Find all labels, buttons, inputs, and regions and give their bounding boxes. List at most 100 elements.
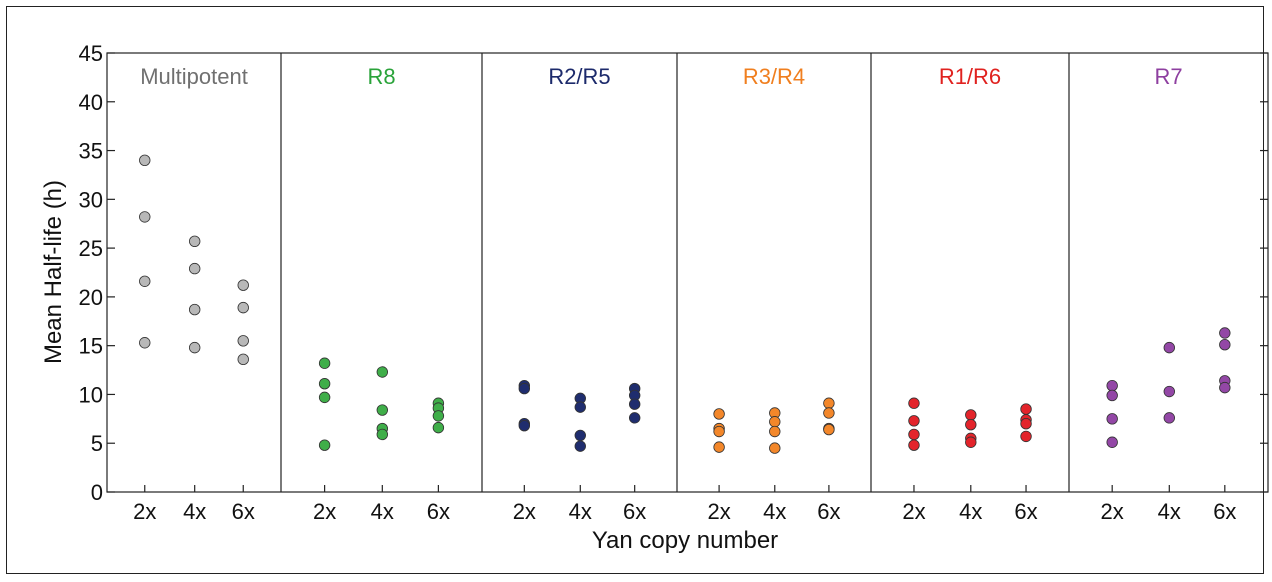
data-point (1219, 338, 1231, 351)
x-tick-label: 6x (1213, 499, 1236, 524)
x-tick-label: 6x (232, 499, 255, 524)
data-point (188, 303, 201, 316)
data-point (318, 439, 331, 451)
data-point (965, 409, 977, 421)
data-point (139, 211, 151, 223)
x-tick-label: 4x (569, 499, 592, 524)
x-tick-label: 2x (1101, 499, 1124, 524)
panel-multipotent: Multipotent (139, 64, 249, 366)
plot-border (106, 52, 1269, 493)
x-tick-label: 4x (1158, 499, 1181, 524)
data-point (139, 154, 151, 167)
y-tick-label: 25 (79, 236, 103, 261)
data-point (574, 429, 586, 442)
data-point (318, 378, 331, 390)
data-point (376, 366, 389, 378)
data-point (1163, 385, 1175, 398)
data-point (628, 412, 641, 424)
data-point (1163, 341, 1175, 354)
y-tick-label: 40 (79, 90, 103, 115)
x-tick-label: 2x (513, 499, 536, 524)
data-point (908, 397, 920, 409)
data-point (518, 382, 531, 395)
x-tick-label: 2x (313, 499, 336, 524)
x-tick-label: 4x (959, 499, 982, 524)
panel-r1-r6: R1/R6 (908, 64, 1032, 451)
x-tick-label: 6x (623, 499, 646, 524)
data-point (769, 442, 781, 454)
x-axis-title: Yan copy number (592, 527, 778, 554)
y-axis: 0 5 10 15 20 25 30 35 40 45 (79, 41, 1268, 505)
y-tick-label: 45 (79, 41, 103, 66)
x-tick-label: 2x (902, 499, 925, 524)
panel-r8: R8 (318, 64, 445, 451)
data-point (1219, 327, 1231, 339)
data-point (908, 428, 920, 441)
data-point (237, 279, 249, 291)
data-point (237, 353, 249, 366)
data-point (965, 436, 977, 448)
data-point (823, 397, 835, 409)
data-point (574, 401, 586, 413)
y-tick-label: 5 (91, 431, 103, 456)
panel-r2-r5: R2/R5 (518, 64, 641, 452)
data-point (965, 418, 977, 431)
x-tick-label: 4x (371, 499, 394, 524)
panels: Multipotent R8 R2/R5 R3/R4 R1/R6 R7 (139, 53, 1231, 492)
y-tick-label: 20 (79, 285, 103, 310)
data-point (318, 357, 331, 369)
data-point (713, 425, 725, 438)
data-point (432, 421, 445, 434)
data-point (823, 407, 835, 419)
data-point (432, 410, 445, 422)
panel-title: R8 (367, 64, 395, 89)
data-point (908, 439, 920, 451)
data-point (376, 428, 389, 441)
y-tick-label: 0 (91, 480, 103, 505)
data-point (823, 423, 835, 436)
data-point (188, 235, 201, 247)
data-point (1219, 381, 1231, 394)
panel-title: R7 (1154, 64, 1182, 89)
data-point (318, 391, 331, 404)
data-point (1020, 430, 1032, 443)
data-point (139, 275, 151, 287)
data-point (376, 404, 389, 416)
data-point (713, 408, 725, 420)
plot-area (106, 52, 1269, 493)
data-point (188, 341, 201, 354)
panel-r3-r4: R3/R4 (713, 64, 835, 454)
x-tick-label: 6x (427, 499, 450, 524)
data-point (713, 441, 725, 453)
data-point (769, 425, 781, 438)
data-point (237, 335, 249, 347)
figure-frame (6, 6, 1264, 574)
data-point (1106, 379, 1118, 392)
panel-r7: R7 (1106, 64, 1231, 448)
panel-title: Multipotent (140, 64, 248, 89)
x-tick-label: 2x (707, 499, 730, 524)
x-tick-label: 2x (133, 499, 156, 524)
x-axis: 2x 4x 6x 2x 4x 6x 2x 4x 6x 2x 4x 6x 2x 4x 6x 2x 4x 6x (133, 485, 1236, 524)
data-point (574, 440, 586, 452)
data-point (1106, 436, 1118, 448)
panel-title: R2/R5 (548, 64, 610, 89)
data-point (188, 262, 201, 275)
data-point (1106, 413, 1118, 425)
x-tick-label: 4x (183, 499, 206, 524)
y-tick-label: 15 (79, 334, 103, 359)
data-point (628, 398, 641, 410)
data-point (139, 337, 151, 349)
data-point (1163, 412, 1175, 424)
y-axis-title: Mean Half-life (h) (40, 180, 67, 364)
data-point (1106, 389, 1118, 402)
x-tick-label: 6x (817, 499, 840, 524)
y-tick-label: 10 (79, 382, 103, 407)
data-point (518, 419, 531, 432)
panel-title: R3/R4 (743, 64, 805, 89)
x-tick-label: 4x (763, 499, 786, 524)
data-point (1020, 403, 1032, 415)
data-point (769, 416, 781, 428)
x-tick-label: 6x (1014, 499, 1037, 524)
